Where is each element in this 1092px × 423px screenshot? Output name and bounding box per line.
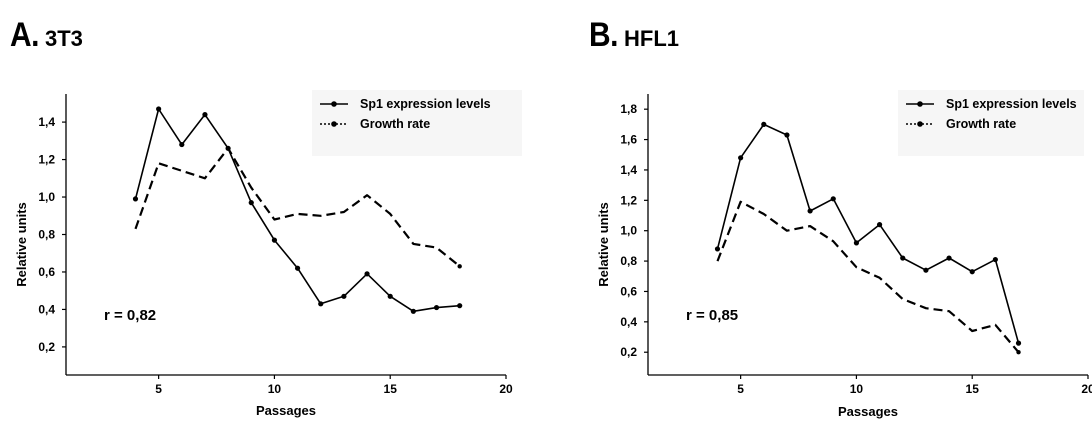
- chart-b-y-tick-label: 1,6: [620, 133, 637, 147]
- chart-a-series-growth-rate-line: [134, 147, 461, 268]
- chart-b-correlation-label: r = 0,85: [686, 307, 738, 324]
- chart-a-legend-label-sp1: Sp1 expression levels: [360, 97, 491, 111]
- chart-b-y-axis-label: Relative units: [596, 202, 611, 287]
- chart-a-sp1-point: [202, 112, 208, 118]
- chart-b-x-tick-label: 5: [737, 382, 744, 396]
- chart-a-y-tick-label: 0,4: [38, 302, 55, 316]
- chart-b-legend-label-sp1: Sp1 expression levels: [946, 97, 1077, 111]
- chart-a-x-axis-label: Passages: [256, 403, 316, 418]
- chart-b-legend-marker-sp1: [917, 101, 923, 107]
- chart-a-y-tick-label: 0,2: [38, 340, 55, 354]
- chart-b-sp1-point: [923, 267, 929, 273]
- chart-a-growth-rate-end-point: [457, 264, 462, 269]
- panel-a-title: A. 3T3: [10, 16, 83, 55]
- chart-a-sp1-point: [410, 308, 416, 314]
- chart-b-sp1-point: [946, 255, 952, 261]
- chart-a-x-tick-label: 20: [499, 382, 513, 396]
- chart-a-sp1-point: [179, 141, 185, 148]
- chart-a-y-axis-label: Relative units: [14, 202, 29, 287]
- chart-b-x-tick-label: 15: [966, 382, 980, 396]
- chart-b-y-tick-label: 1,2: [620, 193, 637, 207]
- chart-a-correlation-label: r = 0,82: [104, 307, 156, 324]
- chart-b-y-tick-label: 0,2: [620, 345, 637, 359]
- chart-b-x-tick-label: 10: [850, 382, 864, 396]
- chart-b-y-tick-label: 0,4: [620, 315, 637, 329]
- chart-b-sp1-point: [853, 240, 860, 246]
- chart-b-y-tick-label: 1,8: [620, 102, 637, 116]
- chart-a-legend-marker-growth-rate: [331, 121, 337, 127]
- chart-a-sp1-point: [294, 265, 301, 271]
- chart-a-sp1-point: [248, 200, 254, 206]
- panel-a-letter: A.: [10, 16, 40, 54]
- chart-a-sp1-point: [132, 196, 139, 202]
- panel-b-letter: B.: [589, 16, 619, 54]
- chart-b-sp1-point: [992, 256, 998, 263]
- chart-b-legend-label-growth-rate: Growth rate: [946, 117, 1016, 131]
- chart-b-sp1-point: [1015, 340, 1022, 346]
- chart-b-y-tick-label: 0,6: [620, 284, 637, 298]
- chart-a-sp1-point: [341, 293, 347, 299]
- chart-a-legend-label-growth-rate: Growth rate: [360, 117, 430, 131]
- chart-b-sp1-point: [807, 208, 813, 214]
- chart-a-x-tick-label: 10: [268, 382, 282, 396]
- chart-a-sp1-point: [156, 106, 162, 112]
- chart-a-x-tick-label: 5: [155, 382, 162, 396]
- chart-a-legend-marker-sp1: [331, 101, 337, 107]
- chart-b-x-tick-label: 20: [1081, 382, 1092, 396]
- chart-b-legend-background: [898, 90, 1084, 156]
- chart-b-sp1-point: [761, 121, 767, 127]
- chart-b-growth-rate-end-point: [1016, 350, 1021, 355]
- chart-a-sp1-point: [318, 301, 324, 307]
- chart-a-y-tick-label: 1,0: [38, 190, 55, 204]
- chart-b-y-tick-label: 0,8: [620, 254, 637, 268]
- panel-a-cell-line: 3T3: [45, 26, 83, 51]
- panel-b-title: B. HFL1: [589, 16, 679, 55]
- chart-a-y-tick-label: 1,4: [38, 115, 55, 129]
- chart-a-y-tick-label: 0,6: [38, 265, 55, 279]
- chart-a-sp1-point: [433, 304, 440, 311]
- chart-b-sp1-point: [830, 196, 836, 202]
- chart-a-legend-background: [312, 90, 522, 156]
- chart-a-x-tick-label: 15: [384, 382, 398, 396]
- chart-b-x-axis-label: Passages: [838, 404, 898, 419]
- chart-b-legend-marker-growth-rate: [917, 121, 923, 127]
- chart-b-series-sp1-line: [716, 123, 1020, 344]
- chart-b-sp1-point: [784, 132, 790, 138]
- chart-a-y-tick-label: 1,2: [38, 153, 55, 167]
- chart-b-sp1-point: [876, 222, 883, 228]
- chart-a-y-tick-label: 0,8: [38, 228, 55, 242]
- chart-b-y-tick-label: 1,0: [620, 224, 637, 238]
- chart-b-sp1-point: [738, 155, 744, 161]
- chart-b-sp1-point: [714, 246, 721, 252]
- chart-a-sp1-point: [457, 303, 463, 309]
- chart-a-sp1-point: [364, 271, 370, 277]
- panel-b-cell-line: HFL1: [624, 26, 679, 51]
- chart-b-series-growth-rate-line: [716, 200, 1020, 353]
- chart-a-sp1-point: [387, 293, 393, 299]
- chart-b-sp1-point: [969, 269, 975, 275]
- chart-b-sp1-point: [900, 255, 906, 261]
- chart-a-sp1-point: [271, 237, 278, 243]
- chart-b-y-tick-label: 1,4: [620, 163, 637, 177]
